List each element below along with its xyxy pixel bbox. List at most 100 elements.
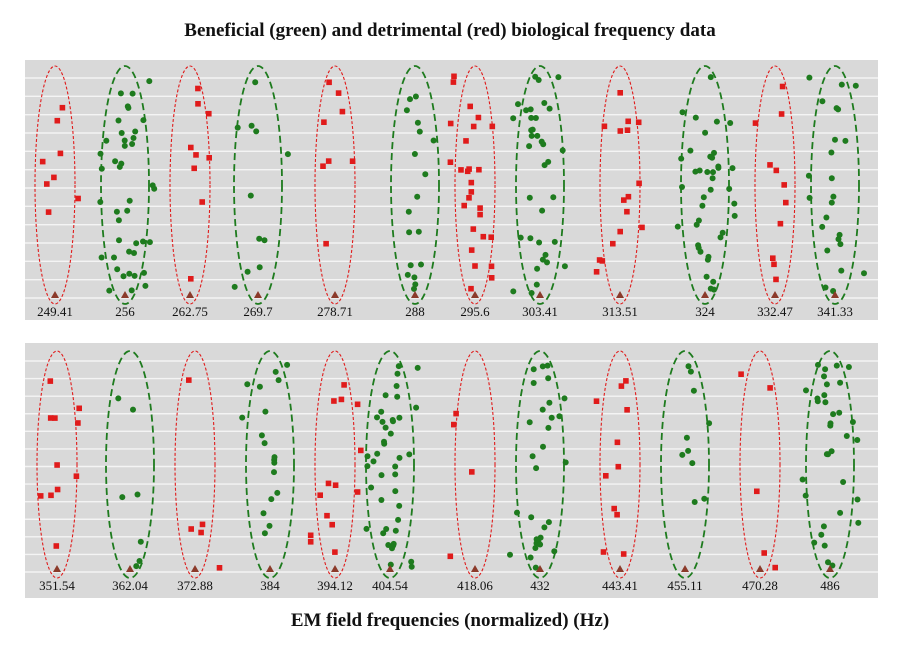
data-point — [382, 392, 389, 399]
frequency-marker — [536, 565, 544, 572]
frequency-marker — [701, 291, 709, 298]
data-point — [546, 399, 553, 406]
data-point — [121, 137, 128, 144]
tick-label: 249.41 — [37, 304, 73, 319]
data-point — [548, 414, 555, 421]
data-point — [701, 495, 708, 502]
data-point — [370, 458, 377, 465]
data-point — [338, 396, 345, 403]
data-point — [468, 189, 475, 195]
data-point — [534, 132, 541, 139]
data-point — [614, 439, 621, 446]
frequency-ellipse-394.12 — [314, 350, 356, 579]
data-point — [828, 448, 835, 455]
data-point — [378, 497, 385, 503]
data-point — [412, 281, 419, 288]
data-point — [510, 288, 517, 295]
frequency-marker — [331, 565, 339, 572]
data-point — [115, 117, 122, 124]
data-point — [390, 418, 396, 425]
data-point — [639, 224, 645, 231]
frequency-ellipse-262.75 — [169, 65, 211, 305]
data-point — [767, 162, 773, 168]
data-point — [151, 185, 158, 192]
data-point — [561, 263, 568, 270]
frequency-ellipse-372.88 — [174, 350, 216, 579]
data-point — [379, 418, 386, 425]
data-point — [37, 493, 44, 499]
panel-bottom: 351.54 362.04 372.88 384 394.12 404.54 418.06 4… — [25, 343, 878, 598]
data-point — [624, 407, 630, 413]
data-point — [199, 521, 206, 528]
data-point — [53, 543, 60, 549]
data-point — [332, 482, 339, 488]
data-point — [268, 496, 275, 503]
data-point — [709, 175, 716, 182]
data-point — [593, 269, 600, 275]
tick-label: 295.6 — [460, 304, 490, 319]
data-point — [738, 371, 744, 377]
data-point — [821, 542, 828, 549]
data-point — [828, 149, 835, 156]
data-point — [559, 147, 566, 154]
data-point — [827, 422, 834, 429]
frequency-marker — [771, 291, 779, 298]
data-point — [114, 266, 121, 273]
data-point — [51, 174, 57, 181]
data-point — [75, 195, 81, 202]
data-point — [806, 194, 813, 201]
data-point — [823, 381, 830, 388]
tick-label: 288 — [405, 304, 425, 319]
data-point — [515, 101, 521, 108]
data-point — [418, 261, 424, 268]
data-point — [142, 282, 149, 289]
data-point — [704, 169, 711, 175]
frequency-ellipse-341.33 — [810, 65, 860, 305]
data-point — [407, 262, 414, 269]
data-point — [146, 78, 153, 85]
data-point — [97, 199, 104, 205]
data-point — [126, 197, 133, 204]
data-point — [124, 207, 131, 214]
data-point — [710, 169, 716, 176]
data-point — [126, 270, 133, 277]
data-point — [188, 526, 194, 532]
data-point — [561, 395, 568, 402]
frequency-marker — [831, 291, 839, 298]
data-point — [199, 199, 205, 205]
data-point — [687, 147, 694, 154]
data-point — [700, 194, 707, 201]
tick-label: 470.28 — [742, 578, 778, 593]
data-point — [52, 415, 58, 421]
data-point — [821, 373, 827, 380]
frequency-marker — [826, 565, 834, 572]
data-point — [47, 415, 54, 421]
data-point — [837, 509, 844, 516]
data-point — [392, 471, 399, 478]
data-point — [802, 492, 809, 499]
data-point — [363, 525, 370, 532]
frequency-marker — [254, 291, 262, 298]
data-point — [191, 165, 197, 172]
data-point — [678, 155, 685, 162]
data-point — [118, 130, 125, 136]
data-point — [704, 256, 711, 263]
data-point — [526, 419, 533, 426]
frequency-ellipse-278.71 — [314, 65, 356, 305]
frequency-marker — [266, 565, 274, 572]
data-point — [529, 126, 536, 133]
data-point — [472, 263, 478, 269]
data-point — [195, 85, 201, 92]
frequency-ellipse-288 — [390, 65, 440, 305]
data-point — [321, 119, 327, 125]
data-point — [837, 241, 844, 248]
data-point — [335, 90, 342, 96]
data-point — [234, 124, 241, 131]
data-point — [405, 208, 412, 215]
frequency-marker — [616, 565, 624, 572]
data-point — [275, 377, 282, 384]
data-point — [618, 383, 625, 389]
data-point — [113, 208, 120, 215]
data-point — [395, 363, 402, 370]
data-point — [833, 105, 840, 112]
